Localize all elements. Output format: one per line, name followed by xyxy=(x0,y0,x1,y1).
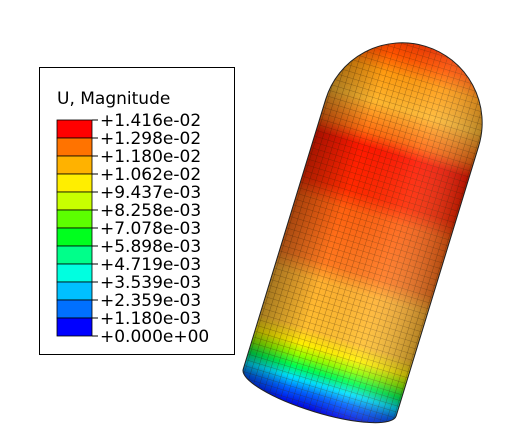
color-band xyxy=(56,281,93,301)
legend-label: +8.258e-03 xyxy=(100,201,201,221)
legend-label: +3.539e-03 xyxy=(100,273,201,293)
legend-label: +0.000e+00 xyxy=(100,327,209,347)
legend-label: +1.298e-02 xyxy=(100,129,201,149)
color-band xyxy=(56,299,93,319)
legend-label: +1.180e-02 xyxy=(100,147,201,167)
color-bar xyxy=(56,119,98,337)
color-band xyxy=(56,317,93,337)
color-band xyxy=(56,263,93,283)
color-band xyxy=(56,155,93,175)
color-band xyxy=(56,137,93,157)
legend-label: +5.898e-03 xyxy=(100,237,201,257)
color-band xyxy=(56,209,93,229)
legend-label: +7.078e-03 xyxy=(100,219,201,239)
color-band xyxy=(56,245,93,265)
legend-labels: +1.416e-02+1.298e-02+1.180e-02+1.062e-02… xyxy=(100,111,209,347)
legend-label: +1.180e-03 xyxy=(100,309,201,329)
color-band xyxy=(56,191,93,211)
legend-label: +1.416e-02 xyxy=(100,111,201,131)
legend-label: +9.437e-03 xyxy=(100,183,201,203)
legend-title: U, Magnitude xyxy=(57,89,170,109)
color-band xyxy=(56,227,93,247)
legend-label: +1.062e-02 xyxy=(100,165,201,185)
legend-label: +4.719e-03 xyxy=(100,255,201,275)
legend-label: +2.359e-03 xyxy=(100,291,201,311)
color-band xyxy=(56,119,93,139)
model xyxy=(237,22,503,436)
color-band xyxy=(56,173,93,193)
